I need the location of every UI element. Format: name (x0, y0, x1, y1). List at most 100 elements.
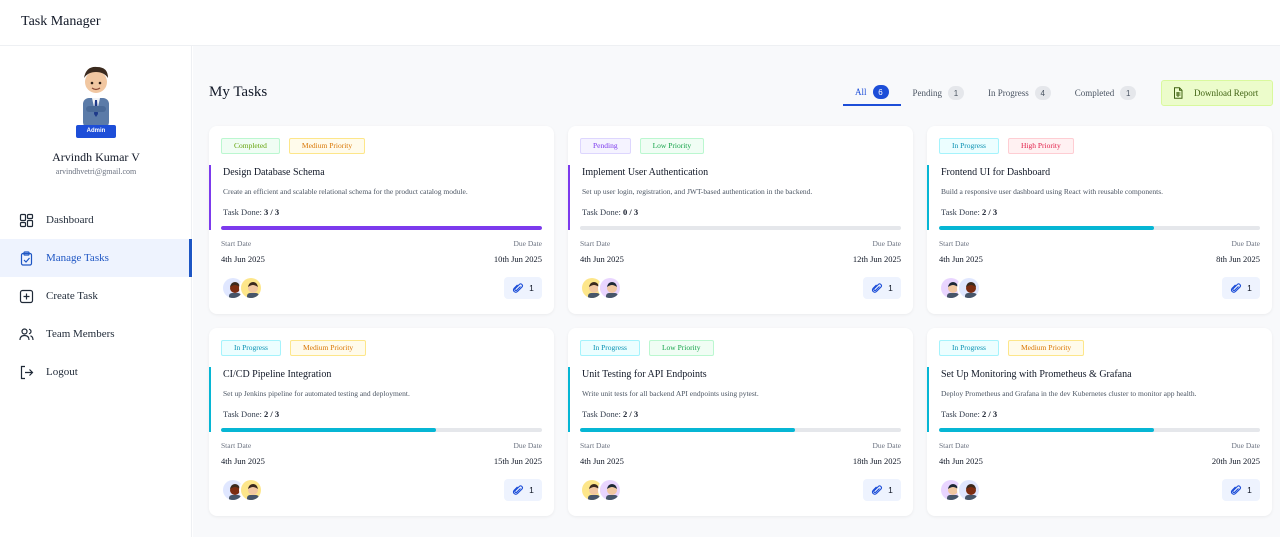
due-date-label: Due Date (1231, 239, 1260, 248)
progress-fill (939, 428, 1155, 432)
tab-count-badge: 1 (1120, 86, 1137, 100)
status-tabs: All 6 Pending 1 In Progress 4 Completed … (843, 80, 1148, 106)
sidebar-item-logout[interactable]: Logout (0, 353, 192, 391)
sidebar-item-dashboard[interactable]: Dashboard (0, 201, 192, 239)
due-date-value: 18th Jun 2025 (852, 456, 901, 466)
attachment-count: 1 (888, 485, 893, 495)
progress-fill (580, 428, 796, 432)
avatar (598, 276, 622, 300)
paperclip-icon (512, 282, 524, 294)
assignee-avatars (580, 478, 622, 502)
due-date-value: 12th Jun 2025 (852, 254, 901, 264)
task-description: Deploy Prometheus and Grafana in the dev… (941, 389, 1197, 398)
task-done-label: Task Done: (223, 409, 262, 419)
task-card[interactable]: In Progress Low Priority Unit Testing fo… (568, 328, 913, 516)
task-done-label: Task Done: (223, 207, 262, 217)
status-badge: Pending (580, 138, 631, 154)
attachments-button[interactable]: 1 (1222, 479, 1260, 501)
task-done: Task Done: 2 / 3 (582, 409, 638, 419)
tab-label: Pending (912, 88, 943, 98)
task-title: CI/CD Pipeline Integration (223, 369, 332, 380)
task-card[interactable]: In Progress Medium Priority Set Up Monit… (927, 328, 1272, 516)
assignee-avatars (221, 478, 263, 502)
sidebar-item-team-members[interactable]: Team Members (0, 315, 192, 353)
avatar (239, 478, 263, 502)
paperclip-icon (512, 484, 524, 496)
assignee-avatars (221, 276, 263, 300)
priority-badge: High Priority (1007, 138, 1074, 154)
due-date-label: Due Date (513, 441, 542, 450)
task-done-value: 2 / 3 (981, 409, 998, 419)
sidebar-item-label: Dashboard (46, 214, 94, 226)
due-date-value: 15th Jun 2025 (493, 456, 542, 466)
task-done-value: 0 / 3 (622, 207, 639, 217)
progress-fill (221, 226, 542, 230)
paperclip-icon (1230, 484, 1242, 496)
attachment-count: 1 (529, 283, 534, 293)
status-badge: In Progress (580, 340, 640, 356)
download-report-button[interactable]: Download Report (1161, 80, 1273, 106)
attachments-button[interactable]: 1 (863, 479, 901, 501)
dashboard-icon (19, 213, 34, 228)
task-description: Create an efficient and scalable relatio… (223, 187, 468, 196)
tab-all[interactable]: All 6 (843, 80, 901, 106)
page-title: My Tasks (209, 84, 268, 100)
task-done-value: 2 / 3 (981, 207, 998, 217)
due-date-value: 10th Jun 2025 (493, 254, 542, 264)
tab-completed[interactable]: Completed 1 (1063, 80, 1149, 106)
sidebar-item-manage-tasks[interactable]: Manage Tasks (0, 239, 192, 277)
task-card[interactable]: Completed Medium Priority Design Databas… (209, 126, 554, 314)
start-date-label: Start Date (580, 239, 611, 248)
progress-bar (580, 428, 901, 432)
sidebar-item-label: Create Task (46, 290, 98, 302)
attachments-button[interactable]: 1 (863, 277, 901, 299)
progress-bar (939, 428, 1260, 432)
avatar (939, 276, 963, 300)
tab-count-badge: 4 (1034, 86, 1051, 100)
avatar (957, 276, 981, 300)
sidebar-item-create-task[interactable]: Create Task (0, 277, 192, 315)
download-report-label: Download Report (1194, 88, 1259, 98)
priority-badge: Medium Priority (288, 138, 366, 154)
task-description: Set up user login, registration, and JWT… (582, 187, 813, 196)
progress-bar (221, 428, 542, 432)
task-title: Unit Testing for API Endpoints (582, 369, 707, 380)
start-date-label: Start Date (221, 441, 252, 450)
task-done-label: Task Done: (582, 409, 621, 419)
task-description: Write unit tests for all backend API end… (582, 389, 759, 398)
start-date-label: Start Date (580, 441, 611, 450)
tab-in-progress[interactable]: In Progress 4 (976, 80, 1063, 106)
task-title: Set Up Monitoring with Prometheus & Graf… (941, 369, 1132, 380)
task-title: Design Database Schema (223, 167, 325, 178)
task-card[interactable]: In Progress High Priority Frontend UI fo… (927, 126, 1272, 314)
sidebar-item-label: Team Members (46, 328, 115, 340)
attachments-button[interactable]: 1 (504, 479, 542, 501)
task-done: Task Done: 3 / 3 (223, 207, 279, 217)
attachment-count: 1 (1247, 283, 1252, 293)
tab-pending[interactable]: Pending 1 (901, 80, 977, 106)
task-card[interactable]: Pending Low Priority Implement User Auth… (568, 126, 913, 314)
progress-fill (221, 428, 437, 432)
task-done: Task Done: 0 / 3 (582, 207, 638, 217)
logout-icon (19, 365, 34, 380)
progress-bar (221, 226, 542, 230)
avatar (957, 478, 981, 502)
task-card[interactable]: In Progress Medium Priority CI/CD Pipeli… (209, 328, 554, 516)
sidebar-item-label: Manage Tasks (46, 252, 109, 264)
attachments-button[interactable]: 1 (1222, 277, 1260, 299)
avatar (939, 478, 963, 502)
assignee-avatars (939, 478, 981, 502)
task-done-value: 2 / 3 (622, 409, 639, 419)
tab-label: Completed (1074, 88, 1115, 98)
status-badge: In Progress (939, 138, 999, 154)
progress-bar (939, 226, 1260, 230)
attachment-count: 1 (1247, 485, 1252, 495)
task-done-label: Task Done: (941, 409, 980, 419)
task-body: Frontend UI for Dashboard Build a respon… (927, 165, 1272, 230)
priority-badge: Low Priority (639, 138, 705, 154)
paperclip-icon (871, 484, 883, 496)
start-date-label: Start Date (939, 239, 970, 248)
due-date-label: Due Date (872, 441, 901, 450)
attachments-button[interactable]: 1 (504, 277, 542, 299)
assignee-avatars (580, 276, 622, 300)
